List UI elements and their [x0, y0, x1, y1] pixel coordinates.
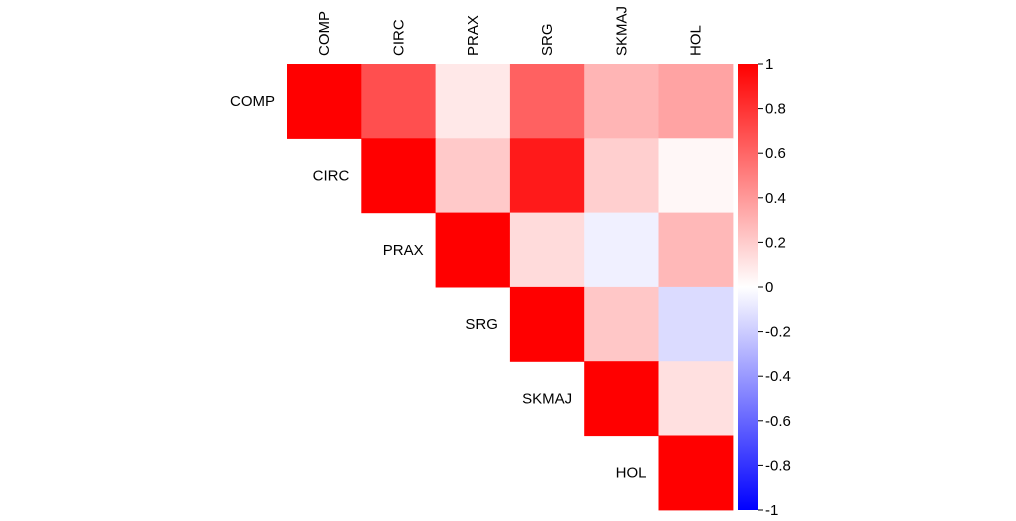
heatmap-cell-comp-comp: [287, 64, 362, 139]
heatmap-cell-comp-srg: [509, 64, 585, 139]
row-labels: COMP CIRC PRAX SRG SKMAJ HOL: [230, 93, 647, 481]
row-label-hol: HOL: [616, 465, 647, 482]
colorbar-tick-label: -0.2: [765, 324, 791, 341]
heatmap-cell-circ-skmaj: [584, 138, 660, 214]
colorbar-tick-label: -0.8: [765, 457, 791, 474]
heatmap-cell-srg-hol: [658, 286, 734, 362]
heatmap-cell-srg-srg: [509, 286, 585, 362]
heatmap-cell-circ-prax: [435, 138, 511, 214]
heatmap-cell-prax-hol: [658, 212, 734, 288]
colorbar-tick-label: -0.4: [765, 368, 791, 385]
colorbar-tick-label: 1: [765, 56, 773, 73]
heatmap-cell-circ-hol: [658, 138, 734, 214]
heatmap-cell-comp-skmaj: [584, 64, 660, 139]
heatmap-cell-comp-prax: [435, 64, 511, 139]
colorbar-tick-label: -0.6: [765, 413, 791, 430]
row-label-circ: CIRC: [313, 168, 350, 185]
column-labels: COMP CIRC PRAX SRG SKMAJ HOL: [316, 6, 704, 56]
heatmap-cell-circ-srg: [509, 138, 585, 214]
heatmap-cell-prax-skmaj: [584, 212, 660, 288]
colorbar-tick-label: 0.8: [765, 101, 786, 118]
colorbar-gradient: [738, 64, 758, 510]
heatmap-cell-circ-circ: [361, 138, 437, 214]
heatmap-cell-prax-prax: [435, 212, 511, 288]
column-label-hol: HOL: [688, 25, 705, 56]
column-label-skmaj: SKMAJ: [613, 6, 630, 56]
row-label-prax: PRAX: [383, 242, 424, 259]
colorbar-tick-label: 0.2: [765, 234, 786, 251]
heatmap-cells: [287, 64, 734, 511]
colorbar-tick-label: 0.6: [765, 145, 786, 162]
column-label-comp: COMP: [316, 11, 333, 56]
column-label-circ: CIRC: [390, 19, 407, 56]
heatmap-cell-prax-srg: [509, 212, 585, 288]
heatmap-cell-comp-hol: [658, 64, 734, 139]
column-label-srg: SRG: [539, 23, 556, 56]
colorbar-tick-label: 0.4: [765, 190, 786, 207]
heatmap-cell-comp-circ: [361, 64, 437, 139]
heatmap-cell-hol-hol: [658, 435, 734, 511]
colorbar-tick-label: 0: [765, 279, 773, 296]
colorbar: 1 0.8 0.6 0.4 0.2 0 -0.2 -0.4 -0.6 -0.8 -1: [738, 56, 791, 519]
heatmap-cell-srg-skmaj: [584, 286, 660, 362]
colorbar-tick-label: -1: [765, 502, 778, 519]
heatmap-cell-skmaj-hol: [658, 361, 734, 437]
column-label-prax: PRAX: [465, 15, 482, 56]
row-label-comp: COMP: [230, 93, 275, 110]
row-label-srg: SRG: [465, 316, 498, 333]
row-label-skmaj: SKMAJ: [522, 390, 572, 407]
heatmap-cell-skmaj-skmaj: [584, 361, 660, 437]
colorbar-ticks: 1 0.8 0.6 0.4 0.2 0 -0.2 -0.4 -0.6 -0.8 -1: [758, 56, 791, 519]
